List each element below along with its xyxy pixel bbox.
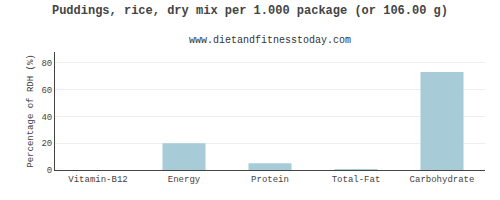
- svg-text:Percentage of RDH (%): Percentage of RDH (%): [26, 54, 36, 167]
- svg-text:60: 60: [41, 86, 52, 96]
- svg-text:Carbohydrate: Carbohydrate: [410, 175, 475, 185]
- svg-text:0: 0: [47, 166, 52, 176]
- svg-text:Protein: Protein: [251, 175, 289, 185]
- svg-text:Puddings, rice, dry mix per 1.: Puddings, rice, dry mix per 1.000 packag…: [52, 4, 448, 18]
- svg-text:80: 80: [41, 59, 52, 69]
- svg-text:Vitamin-B12: Vitamin-B12: [68, 175, 127, 185]
- svg-text:20: 20: [41, 139, 52, 149]
- svg-text:40: 40: [41, 113, 52, 123]
- svg-text:www.dietandfitnesstoday.com: www.dietandfitnesstoday.com: [189, 35, 351, 46]
- svg-text:Energy: Energy: [168, 175, 201, 185]
- svg-text:Total-Fat: Total-Fat: [332, 175, 381, 185]
